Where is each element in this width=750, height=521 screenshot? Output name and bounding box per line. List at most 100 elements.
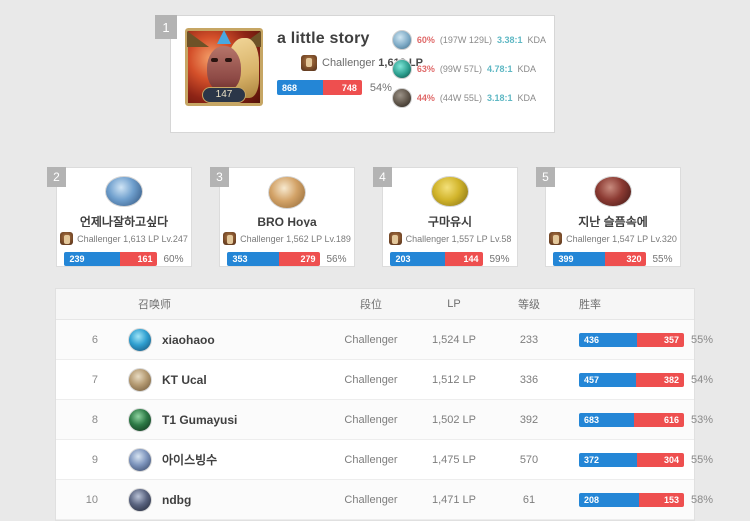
rank-2-card[interactable]: 2 언제나잘하고싶다 Challenger 1,613 LP Lv.247 23… bbox=[47, 167, 192, 273]
losses-segment: 161 bbox=[120, 252, 158, 266]
row-rank: 7 bbox=[91, 373, 98, 386]
losses-segment: 748 bbox=[322, 80, 362, 95]
winloss-bar: 399 320 bbox=[553, 252, 647, 266]
winloss-bar: 239 161 bbox=[64, 252, 158, 266]
summoner-name[interactable]: T1 Gumayusi bbox=[162, 412, 238, 427]
winloss-bar: 436 357 bbox=[579, 332, 684, 347]
challenger-emblem-icon bbox=[223, 232, 237, 245]
winloss-row: 203 144 59% bbox=[390, 252, 510, 266]
tier-line: Challenger 1,613 LP bbox=[277, 55, 423, 71]
summoner-portrait: 147 bbox=[185, 28, 263, 106]
wins-segment: 868 bbox=[277, 80, 323, 95]
winloss-bar: 208 153 bbox=[579, 492, 684, 507]
summoner-name[interactable]: 지난 슬픔속에 bbox=[578, 215, 648, 227]
champion-stats-list: 60% (197W 129L) 3.38:1 KDA 63% (99W 57L)… bbox=[391, 28, 554, 108]
champion-stat-row: 44% (44W 55L) 3.18:1 KDA bbox=[391, 88, 546, 108]
row-tier: Challenger bbox=[344, 413, 398, 426]
wins-segment: 208 bbox=[579, 492, 640, 507]
champion-icon[interactable] bbox=[391, 30, 412, 50]
losses-segment: 357 bbox=[636, 332, 684, 347]
row-level: 392 bbox=[519, 413, 539, 426]
column-header-level[interactable]: 等级 bbox=[518, 299, 540, 311]
table-row[interactable]: 8 T1 Gumayusi Challenger 1,502 LP 392 68… bbox=[56, 400, 713, 440]
tier-label: Challenger 1,547 LP Lv.320 bbox=[566, 233, 677, 244]
winrate-value: 55% bbox=[652, 253, 673, 265]
row-lp: 1,512 LP bbox=[431, 373, 477, 386]
wins-segment: 683 bbox=[579, 412, 635, 427]
losses-segment: 320 bbox=[605, 252, 647, 266]
column-header-summoner[interactable]: 召唤师 bbox=[138, 299, 171, 311]
rank-badge: 3 bbox=[210, 167, 229, 187]
tier-label: Challenger 1,557 LP Lv.58 bbox=[405, 233, 512, 244]
summoner-avatar bbox=[128, 487, 152, 512]
row-tier: Challenger bbox=[344, 333, 398, 346]
winrate-value: 58% bbox=[691, 493, 714, 506]
wins-segment: 203 bbox=[390, 252, 445, 266]
leaderboard-table: 召唤师 段位 LP 等级 胜率 6 xiaohaoo Challenger 1,… bbox=[55, 288, 713, 521]
summoner-name[interactable]: 언제나잘하고싶다 bbox=[79, 215, 169, 227]
winrate-value: 55% bbox=[691, 333, 714, 346]
wins-segment: 399 bbox=[553, 252, 606, 266]
summoner-name[interactable]: ndbg bbox=[162, 492, 192, 507]
summoner-name[interactable]: 구마유시 bbox=[427, 215, 473, 227]
winloss-row: 353 279 56% bbox=[227, 252, 347, 266]
wins-segment: 457 bbox=[579, 372, 637, 387]
column-header-winrate[interactable]: 胜率 bbox=[579, 299, 601, 311]
winrate-value: 54% bbox=[691, 373, 714, 386]
winloss-bar: 372 304 bbox=[579, 452, 684, 467]
champion-kda: 4.78:1 bbox=[486, 64, 513, 74]
wins-segment: 353 bbox=[227, 252, 280, 266]
table-row[interactable]: 6 xiaohaoo Challenger 1,524 LP 233 436 3… bbox=[56, 320, 713, 360]
summoner-name[interactable]: KT Ucal bbox=[162, 372, 207, 387]
portrait-eye-left bbox=[211, 58, 218, 62]
champion-kda-label: KDA bbox=[517, 93, 536, 103]
row-lp: 1,475 LP bbox=[431, 453, 477, 466]
winrate-value: 55% bbox=[691, 453, 714, 466]
wins-segment: 239 bbox=[64, 252, 121, 266]
summoner-avatar bbox=[128, 327, 152, 352]
champion-icon[interactable] bbox=[391, 59, 412, 79]
row-level: 570 bbox=[519, 453, 539, 466]
row-level: 336 bbox=[519, 373, 539, 386]
winloss-row: 239 161 60% bbox=[64, 252, 184, 266]
row-tier: Challenger bbox=[344, 493, 398, 506]
summoner-avatar bbox=[268, 176, 306, 209]
winrate-value: 60% bbox=[163, 253, 184, 265]
column-header-tier[interactable]: 段位 bbox=[360, 299, 382, 311]
table-row[interactable]: 9 아이스빙수 Challenger 1,475 LP 570 372 304 … bbox=[56, 440, 713, 480]
table-row[interactable]: 10 ndbg Challenger 1,471 LP 61 208 153 5… bbox=[56, 480, 713, 520]
tier-line: Challenger 1,547 LP Lv.320 bbox=[549, 232, 677, 245]
rank-1-card[interactable]: 1 147 a little story bbox=[155, 15, 555, 133]
challenger-emblem-icon bbox=[301, 55, 317, 71]
rank-5-card[interactable]: 5 지난 슬픔속에 Challenger 1,547 LP Lv.320 399… bbox=[536, 167, 681, 273]
summoner-name[interactable]: BRO Hoya bbox=[257, 214, 317, 227]
champion-winrate: 44% bbox=[416, 93, 435, 103]
losses-segment: 382 bbox=[636, 372, 684, 387]
winloss-row: 399 320 55% bbox=[553, 252, 673, 266]
column-header-lp[interactable]: LP bbox=[447, 298, 461, 310]
rank-badge: 5 bbox=[536, 167, 555, 187]
champion-record: (99W 57L) bbox=[439, 64, 482, 74]
summoner-name[interactable]: a little story bbox=[277, 30, 370, 47]
challenger-emblem-icon bbox=[388, 232, 402, 245]
summoner-name[interactable]: xiaohaoo bbox=[162, 332, 215, 347]
summoner-avatar bbox=[431, 176, 469, 208]
champion-icon[interactable] bbox=[391, 88, 412, 108]
winrate-value: 59% bbox=[489, 253, 510, 265]
tier-line: Challenger 1,613 LP Lv.247 bbox=[60, 232, 188, 245]
wins-segment: 372 bbox=[579, 452, 637, 467]
winloss-bar: 203 144 bbox=[390, 252, 484, 266]
summoner-name[interactable]: 아이스빙수 bbox=[162, 453, 218, 467]
winrate-value: 53% bbox=[691, 413, 714, 426]
champion-winrate: 60% bbox=[416, 35, 435, 45]
summoner-avatar bbox=[128, 447, 152, 472]
losses-segment: 616 bbox=[634, 412, 684, 427]
row-lp: 1,471 LP bbox=[431, 493, 477, 506]
champion-winrate: 63% bbox=[416, 64, 435, 74]
rank-4-card[interactable]: 4 구마유시 Challenger 1,557 LP Lv.58 203 144… bbox=[373, 167, 518, 273]
rank-3-card[interactable]: 3 BRO Hoya Challenger 1,562 LP Lv.189 35… bbox=[210, 167, 355, 273]
table-row[interactable]: 7 KT Ucal Challenger 1,512 LP 336 457 38… bbox=[56, 360, 713, 400]
losses-segment: 153 bbox=[639, 492, 684, 507]
winloss-bar: 353 279 bbox=[227, 252, 321, 266]
